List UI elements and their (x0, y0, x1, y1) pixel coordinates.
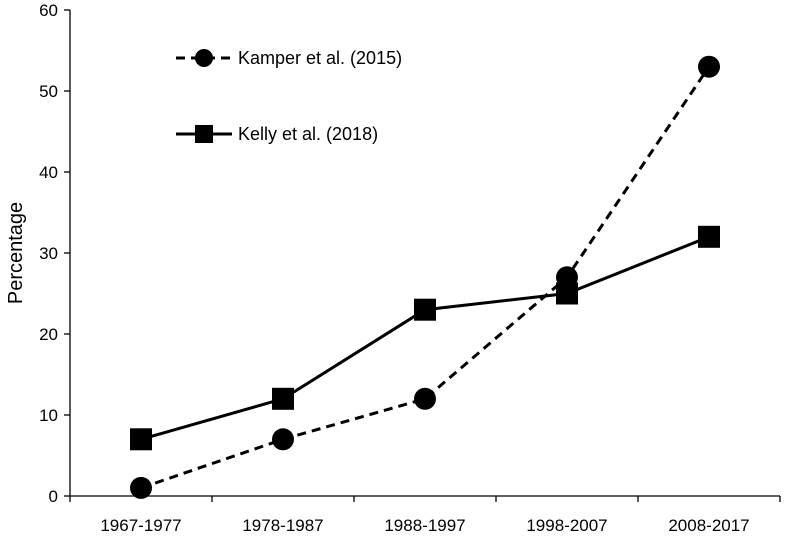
x-tick-label: 1998-2007 (526, 516, 607, 535)
series-line (140, 65, 711, 490)
y-tick-label: 40 (39, 163, 58, 182)
y-axis-title: Percentage (5, 202, 27, 304)
data-point (556, 282, 578, 305)
series-layer (130, 55, 720, 499)
series-kamper (130, 55, 720, 499)
data-point (130, 476, 152, 499)
data-point (698, 225, 720, 248)
y-tick-label: 10 (39, 406, 58, 425)
x-tick-label: 2008-2017 (668, 516, 749, 535)
y-tick-label: 60 (39, 1, 58, 20)
y-tick-label: 30 (39, 244, 58, 263)
x-tick-label: 1988-1997 (384, 516, 465, 535)
series-kelly (130, 225, 720, 451)
axes: 0 10 20 30 40 50 60 1967-1977 1978-1987 1988-199… (39, 1, 781, 535)
y-ticks: 0 10 20 30 40 50 60 (39, 1, 70, 506)
legend-label: Kamper et al. (2015) (238, 48, 402, 68)
legend-item: Kamper et al. (2015) (176, 48, 402, 68)
y-tick-label: 50 (39, 82, 58, 101)
x-tick-label: 1978-1987 (242, 516, 323, 535)
x-ticks: 1967-1977 1978-1987 1988-1997 1998-2007 2008… (69, 496, 781, 535)
data-point (130, 428, 152, 451)
data-point (414, 387, 436, 410)
legend-item: Kelly et al. (2018) (176, 124, 378, 144)
legend-marker (195, 49, 213, 67)
x-tick-label: 1967-1977 (100, 516, 181, 535)
legend-label: Kelly et al. (2018) (238, 124, 378, 144)
data-point (272, 387, 294, 410)
y-tick-label: 0 (49, 487, 58, 506)
data-point (272, 428, 294, 451)
legend-marker (195, 125, 213, 143)
data-point (698, 55, 720, 78)
data-point (414, 298, 436, 321)
legend: Kamper et al. (2015) Kelly et al. (2018) (176, 48, 402, 144)
y-tick-label: 20 (39, 325, 58, 344)
